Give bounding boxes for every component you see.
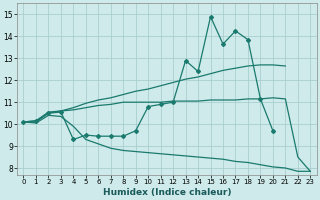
X-axis label: Humidex (Indice chaleur): Humidex (Indice chaleur) <box>103 188 231 197</box>
